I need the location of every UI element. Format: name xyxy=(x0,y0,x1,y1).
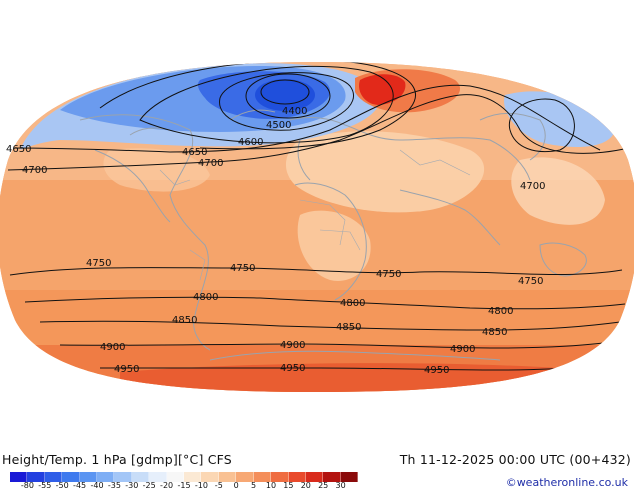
pale-patch-africa xyxy=(297,210,371,281)
label-4850-west: 4850 xyxy=(172,315,197,326)
label-4750-far-east: 4750 xyxy=(518,276,543,287)
colorbar-tick-label: 5 xyxy=(251,481,257,490)
colorbar-tick-label: 30 xyxy=(335,481,346,490)
field-south-hot xyxy=(120,363,560,392)
map-title: Height/Temp. 1 hPa [gdmp][°C] CFS xyxy=(2,452,232,467)
map-svg: 4400 4500 4600 4650 4650 4700 4700 4700 … xyxy=(0,62,634,392)
colorbar-tick-label: -15 xyxy=(177,481,191,490)
colorbar-cell xyxy=(323,472,341,482)
cold-core xyxy=(255,79,315,111)
label-4800-west: 4800 xyxy=(193,292,218,303)
label-4700-west: 4700 xyxy=(22,165,47,176)
pale-patch-pacific xyxy=(511,157,605,225)
label-4750-east: 4750 xyxy=(376,269,401,280)
colorbar-tick-label: -55 xyxy=(38,481,52,490)
label-4750-mid: 4750 xyxy=(230,263,255,274)
colorbar-tick-label: -5 xyxy=(214,481,223,490)
colorbar-cell xyxy=(44,472,63,482)
label-4700-mid: 4700 xyxy=(198,158,223,169)
colorbar-cell xyxy=(253,472,272,482)
colorbar-cell xyxy=(218,472,237,482)
credit-link[interactable]: ©weatheronline.co.uk xyxy=(505,476,628,489)
colorbar-cell xyxy=(62,472,80,482)
colorbar-cell xyxy=(288,472,306,482)
contour-labels: 4400 4500 4600 4650 4650 4700 4700 4700 … xyxy=(6,106,545,376)
label-4800-east: 4800 xyxy=(488,306,513,317)
colorbar-cell xyxy=(27,472,45,482)
pale-patch-asia xyxy=(285,131,485,213)
label-4950-west: 4950 xyxy=(114,364,139,375)
label-4850-east: 4850 xyxy=(482,327,507,338)
label-4650-mid: 4650 xyxy=(182,147,207,158)
colorbar-tick-label: -40 xyxy=(90,481,104,490)
hot-core xyxy=(359,74,406,105)
colorbar-cell xyxy=(149,472,167,482)
label-4900-east: 4900 xyxy=(450,344,475,355)
label-4750-west: 4750 xyxy=(86,258,111,269)
colorbar-cell xyxy=(97,472,115,482)
borders xyxy=(159,149,471,281)
colorbar-cell xyxy=(305,472,324,482)
label-4400: 4400 xyxy=(282,106,307,117)
label-4600: 4600 xyxy=(238,137,263,148)
colorbar-tick-label: 15 xyxy=(283,481,294,490)
colorbar-tick-label: 20 xyxy=(300,481,311,490)
colorbar-tick-label: -80 xyxy=(20,481,34,490)
colorbar-tick-label: -25 xyxy=(142,481,156,490)
colorbar-cell xyxy=(340,472,359,482)
colorbar-cell xyxy=(79,472,98,482)
label-4900-west: 4900 xyxy=(100,342,125,353)
valid-datetime: Th 11-12-2025 00:00 UTC (00+432) xyxy=(399,452,631,467)
colorbar-labels: -80 -55 -50 -45 -40 -35 -30 -25 -20 -15 -10 -5 0 5 10 1… xyxy=(10,482,358,491)
colorbar-cell xyxy=(184,472,202,482)
colorbar-cell xyxy=(166,472,185,482)
colorbar-tick-label: -10 xyxy=(194,481,208,490)
label-4850-mid: 4850 xyxy=(336,322,361,333)
colorbar-tick-label: 25 xyxy=(318,481,329,490)
colorbar-tick-label: -20 xyxy=(160,481,174,490)
label-4500: 4500 xyxy=(266,120,291,131)
pale-patch-na xyxy=(103,148,210,192)
label-4950-east: 4950 xyxy=(424,365,449,376)
colorbar-cell xyxy=(131,472,150,482)
label-4900-mid: 4900 xyxy=(280,340,305,351)
colorbar-cell xyxy=(114,472,132,482)
colorbar xyxy=(10,472,359,482)
colorbar-cell xyxy=(201,472,219,482)
label-4950-mid: 4950 xyxy=(280,363,305,374)
colorbar-cell xyxy=(271,472,289,482)
colorbar-tick-label: 0 xyxy=(233,481,239,490)
label-4700-east: 4700 xyxy=(520,181,545,192)
coastlines xyxy=(79,109,587,361)
colorbar-tick-label: 10 xyxy=(265,481,277,490)
weather-map: 4400 4500 4600 4650 4650 4700 4700 4700 … xyxy=(0,62,634,392)
colorbar-tick-label: -50 xyxy=(55,481,69,490)
field-south xyxy=(0,290,634,350)
colorbar-tick-label: -35 xyxy=(107,481,121,490)
colorbar-cell xyxy=(10,472,28,482)
colorbar-cell xyxy=(236,472,254,482)
label-4650-west: 4650 xyxy=(6,144,31,155)
colorbar-tick-label: -45 xyxy=(73,481,87,490)
label-4800-mid: 4800 xyxy=(340,298,365,309)
height-contours xyxy=(7,62,629,371)
colorbar-tick-label: -30 xyxy=(125,481,139,490)
